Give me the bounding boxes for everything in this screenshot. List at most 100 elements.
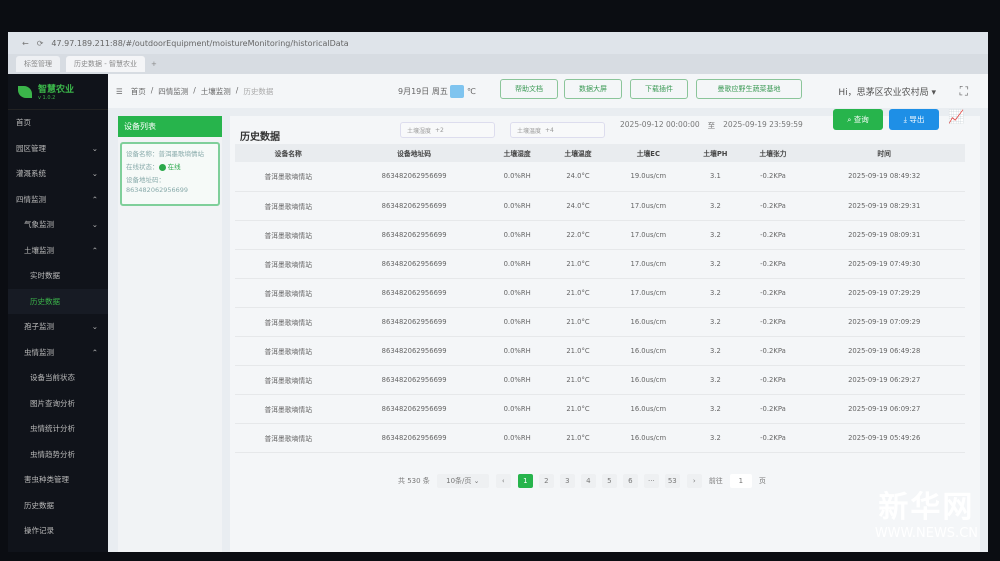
sidebar-item[interactable]: 灌溉系统 ⌄ [8, 161, 108, 187]
sidebar-item[interactable]: 历史数据 [8, 288, 108, 314]
table-cell: 普洱墨歌墒情站 [235, 191, 342, 221]
goto-page-input[interactable]: 1 [729, 474, 752, 488]
device-name: 设备名称：普洱墨歌墒情站 [126, 150, 204, 158]
table-cell: 2025-09-19 08:09:31 [803, 220, 965, 250]
new-tab-button[interactable]: + [150, 60, 157, 68]
prev-page-button[interactable]: ‹ [495, 474, 511, 488]
top-header: ☰ 首页 / 四情监测 / 土壤监测 / 历史数据 9月19日 周五 ℃ 帮助文档 数据大屏… [108, 74, 988, 108]
table-cell: 普洱墨歌墒情站 [235, 220, 342, 250]
metric-filter-1[interactable]: 土壤湿度 +2 [400, 122, 495, 138]
filter-more: +4 [545, 126, 554, 134]
table-cell: 2025-09-19 07:49:30 [803, 249, 965, 279]
sidebar-item[interactable]: 四情监测 ⌃ [8, 187, 108, 213]
sidebar-item[interactable]: 气象监测 ⌄ [8, 212, 108, 238]
query-button[interactable]: ⌕ 查询 [833, 109, 883, 130]
date-range-picker[interactable]: 2025-09-12 00:00:00 至 2025-09-19 23:59:59 [620, 120, 803, 131]
base-select[interactable]: 曼歌应野生蔬菜基地 [696, 79, 802, 99]
online-dot-icon [158, 163, 166, 171]
sidebar-item[interactable]: 实时数据 [8, 263, 108, 289]
table-cell: 2025-09-19 07:29:29 [803, 278, 965, 308]
table-cell: 普洱墨歌墒情站 [235, 423, 342, 453]
table-cell: 3.2 [688, 394, 743, 424]
table-cell: 普洱墨歌墒情站 [235, 162, 342, 192]
page-button[interactable]: ··· [643, 474, 659, 488]
sidebar-item[interactable]: 害虫种类管理 [8, 467, 108, 493]
chevron-icon: ⌄ [91, 220, 98, 230]
sidebar-item[interactable]: 图片查询分析 [8, 391, 108, 417]
table-cell: 21.0°C [547, 307, 609, 337]
reload-icon[interactable]: ⟳ [36, 38, 44, 48]
breadcrumb-item[interactable]: 首页 [130, 86, 146, 96]
help-doc-button[interactable]: 帮助文档 [500, 79, 558, 99]
sidebar-item[interactable]: 孢子监测 ⌄ [8, 314, 108, 340]
next-page-button[interactable]: › [686, 474, 702, 488]
table-cell: 0.0%RH [486, 394, 548, 424]
table-cell: 22.0°C [547, 220, 609, 250]
table-cell: 17.0us/cm [608, 220, 689, 250]
page-button[interactable]: 4 [580, 474, 596, 488]
page-button[interactable]: 53 [664, 474, 680, 488]
sidebar-item[interactable]: 园区管理 ⌄ [8, 136, 108, 162]
table-cell: 863482062956699 [341, 365, 487, 395]
breadcrumb-item[interactable]: 土壤监测 [200, 86, 231, 96]
sidebar-item[interactable]: 历史数据 [8, 493, 108, 519]
breadcrumb-item[interactable]: 四情监测 [158, 86, 189, 96]
page-button[interactable]: 1 [517, 474, 533, 488]
table-cell: 863482062956699 [341, 394, 487, 424]
table-cell: 普洱墨歌墒情站 [235, 365, 342, 395]
sidebar-item[interactable]: 虫情监测 ⌃ [8, 340, 108, 366]
sidebar-item-label: 气象监测 [24, 220, 54, 230]
chart-icon[interactable]: 📈 [948, 110, 965, 125]
device-card[interactable]: 设备名称：普洱墨歌墒情站 在线状态： 在线 设备地址码： 86348206295… [120, 142, 220, 206]
page-button[interactable]: 3 [559, 474, 575, 488]
menu-toggle-icon[interactable]: ☰ [116, 86, 123, 96]
sidebar-item[interactable]: 土壤监测 ⌃ [8, 238, 108, 264]
table-cell: 863482062956699 [341, 278, 487, 308]
page-button[interactable]: 2 [538, 474, 554, 488]
table-cell: 2025-09-19 06:09:27 [803, 394, 965, 424]
table-row: 普洱墨歌墒情站 863482062956699 0.0%RH 22.0°C 17.0us… [235, 220, 965, 250]
data-screen-button[interactable]: 数据大屏 [564, 79, 622, 99]
temperature: ℃ [466, 86, 476, 96]
sidebar-item-label: 土壤监测 [24, 245, 54, 255]
sidebar-item[interactable]: 操作记录 [8, 518, 108, 544]
table-cell: 863482062956699 [341, 220, 487, 250]
browser-tab[interactable]: 标签管理 [16, 56, 60, 72]
table-cell: 863482062956699 [341, 336, 487, 366]
table-cell: 3.2 [688, 365, 743, 395]
address-bar[interactable]: ← ⟳ 47.97.189.211:88/#/outdoorEquipment/mo… [8, 32, 988, 54]
user-menu[interactable]: Hi，思茅区农业农村局 ▾ [838, 87, 936, 98]
url-text[interactable]: 47.97.189.211:88/#/outdoorEquipment/mois… [51, 38, 349, 48]
status-label: 在线状态： [126, 163, 159, 171]
page-button[interactable]: 6 [622, 474, 638, 488]
table-cell: 3.2 [688, 278, 743, 308]
table-cell: 2025-09-19 08:49:32 [803, 162, 965, 192]
sidebar-item[interactable]: 首页 [8, 110, 108, 136]
sidebar: 智慧农业 v 1.0.2 首页 园区管理 ⌄ 灌溉系统 ⌄ 四情监测 ⌃ 气象监测 ⌄ 土壤监测 ⌃ 实… [8, 74, 108, 552]
table-cell: -0.2KPa [742, 162, 804, 192]
table-row: 普洱墨歌墒情站 863482062956699 0.0%RH 21.0°C 16.0us… [235, 307, 965, 337]
table-cell: -0.2KPa [742, 365, 804, 395]
back-icon[interactable]: ← [22, 38, 29, 48]
sidebar-item-label: 实时数据 [30, 271, 60, 281]
metric-filter-2[interactable]: 土壤温度 +4 [510, 122, 605, 138]
table-cell: 16.0us/cm [608, 365, 689, 395]
table-row: 普洱墨歌墒情站 863482062956699 0.0%RH 21.0°C 16.0us… [235, 336, 965, 366]
page-button[interactable]: 5 [601, 474, 617, 488]
fullscreen-icon[interactable]: ⛶ [959, 83, 968, 98]
start-date[interactable]: 2025-09-12 00:00:00 [620, 120, 700, 129]
browser-tab-active[interactable]: 历史数据 - 智慧农业 [66, 56, 145, 72]
table-cell: 16.0us/cm [608, 336, 689, 366]
sidebar-item[interactable]: 虫情统计分析 [8, 416, 108, 442]
export-button[interactable]: ⤓ 导出 [889, 109, 939, 130]
table-cell: 24.0°C [547, 162, 609, 192]
range-separator: 至 [707, 121, 716, 130]
table-cell: 863482062956699 [341, 423, 487, 453]
download-plugin-button[interactable]: 下载插件 [630, 79, 688, 99]
table-cell: 0.0%RH [486, 336, 548, 366]
table-cell: 2025-09-19 05:49:26 [803, 423, 965, 453]
page-size-select[interactable]: 10条/页 ⌄ [436, 474, 489, 488]
sidebar-item[interactable]: 设备当前状态 [8, 365, 108, 391]
end-date[interactable]: 2025-09-19 23:59:59 [723, 120, 803, 129]
sidebar-item[interactable]: 虫情趋势分析 [8, 442, 108, 468]
